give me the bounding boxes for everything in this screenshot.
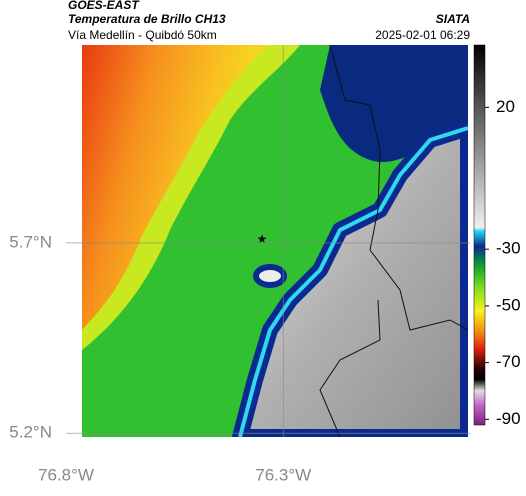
colorbar-tick-label: 20 (496, 97, 515, 116)
colorbar-tick-label: -30 (496, 239, 521, 258)
colorbar-tick-label: -90 (496, 409, 521, 428)
subtitle: Temperatura de Brillo CH13 (68, 12, 226, 26)
location: Vía Medellín - Quibdó 50km (68, 28, 217, 42)
x-tick-label: 76.8°W (38, 465, 94, 484)
source: SIATA (436, 12, 470, 26)
y-tick-label: 5.7°N (9, 232, 52, 251)
borders (319, 45, 468, 437)
colorbar-tick-label: -50 (496, 295, 521, 314)
imagery (82, 45, 468, 437)
cloud-edge (238, 126, 468, 437)
warm-region (82, 45, 270, 330)
title: GOES-EAST (68, 0, 140, 12)
x-tick-label: 76.3°W (255, 465, 311, 484)
cloud-cell (253, 264, 287, 288)
datetime: 2025-02-01 06:29 (375, 28, 470, 42)
colorbar (473, 44, 486, 426)
colorbar-tick-label: -70 (496, 352, 521, 371)
station-marker: ★ (257, 232, 268, 246)
y-tick-label: 5.2°N (9, 423, 52, 442)
